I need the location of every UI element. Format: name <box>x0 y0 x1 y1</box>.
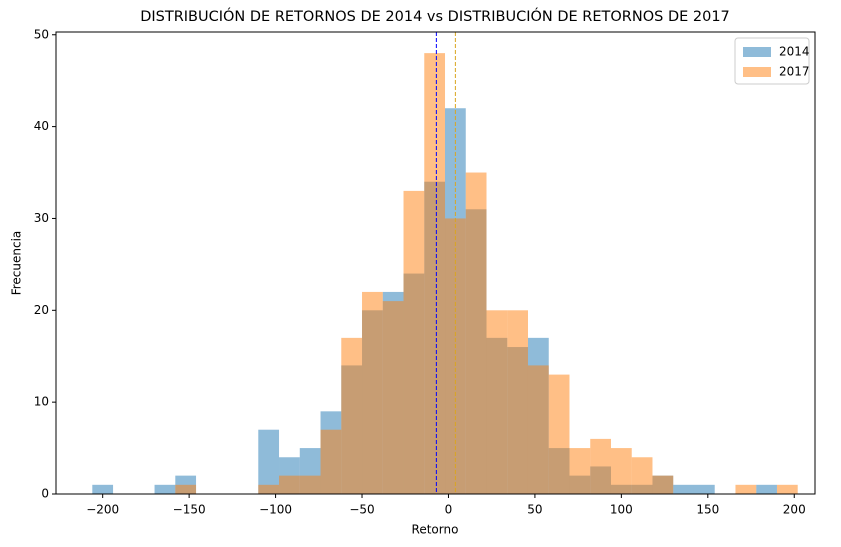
histogram-bar <box>341 337 363 494</box>
legend-swatch <box>743 47 771 57</box>
y-tick-label: 50 <box>34 27 49 41</box>
histogram-bar <box>175 484 197 494</box>
histogram-bar <box>382 301 404 494</box>
plot-frame <box>55 31 816 495</box>
x-tick-label: 50 <box>527 503 542 517</box>
histogram-bar <box>735 484 757 494</box>
y-axis-label: Frecuencia <box>10 231 24 296</box>
histogram-bar <box>756 484 777 494</box>
legend-label: 2017 <box>779 65 810 79</box>
histogram-bar <box>631 457 653 494</box>
histogram-bar <box>776 484 798 494</box>
histogram-bar <box>527 365 549 494</box>
histogram-bar <box>507 310 528 494</box>
histogram-bar <box>693 484 715 494</box>
y-tick-label: 0 <box>41 487 49 501</box>
histogram-bar <box>299 475 321 494</box>
histogram-bar <box>465 172 487 495</box>
histogram-bar <box>590 438 611 494</box>
histogram-bar <box>569 448 591 494</box>
histogram-bar <box>403 190 425 494</box>
x-tick-label: 200 <box>783 503 806 517</box>
histogram-bar <box>610 448 632 494</box>
legend-label: 2014 <box>779 45 810 59</box>
legend-swatch <box>743 67 771 77</box>
histogram-bar <box>486 310 508 494</box>
histogram-bar <box>320 429 342 494</box>
y-tick-label: 20 <box>34 303 49 317</box>
histogram-bar <box>92 484 114 494</box>
histogram-bar <box>362 291 383 494</box>
histogram-bar <box>652 475 674 494</box>
x-tick-label: −100 <box>259 503 292 517</box>
x-axis-label: Retorno <box>412 523 459 537</box>
x-tick-label: −150 <box>173 503 206 517</box>
chart-title: DISTRIBUCIÓN DE RETORNOS DE 2014 vs DIST… <box>140 7 730 25</box>
histogram-bar <box>258 484 280 494</box>
x-tick-label: −200 <box>86 503 119 517</box>
histogram-bar <box>548 374 570 494</box>
histogram-bar <box>673 484 694 494</box>
y-tick-label: 40 <box>34 119 49 133</box>
y-tick-label: 30 <box>34 211 49 225</box>
y-tick-label: 10 <box>34 395 49 409</box>
x-tick-label: 100 <box>610 503 633 517</box>
x-tick-label: 150 <box>696 503 719 517</box>
x-tick-label: 0 <box>445 503 453 517</box>
histogram-bar <box>279 475 300 494</box>
histogram-bar <box>424 53 446 495</box>
histogram-bar <box>258 429 280 494</box>
histogram-bar <box>154 484 176 494</box>
x-tick-label: −50 <box>349 503 374 517</box>
